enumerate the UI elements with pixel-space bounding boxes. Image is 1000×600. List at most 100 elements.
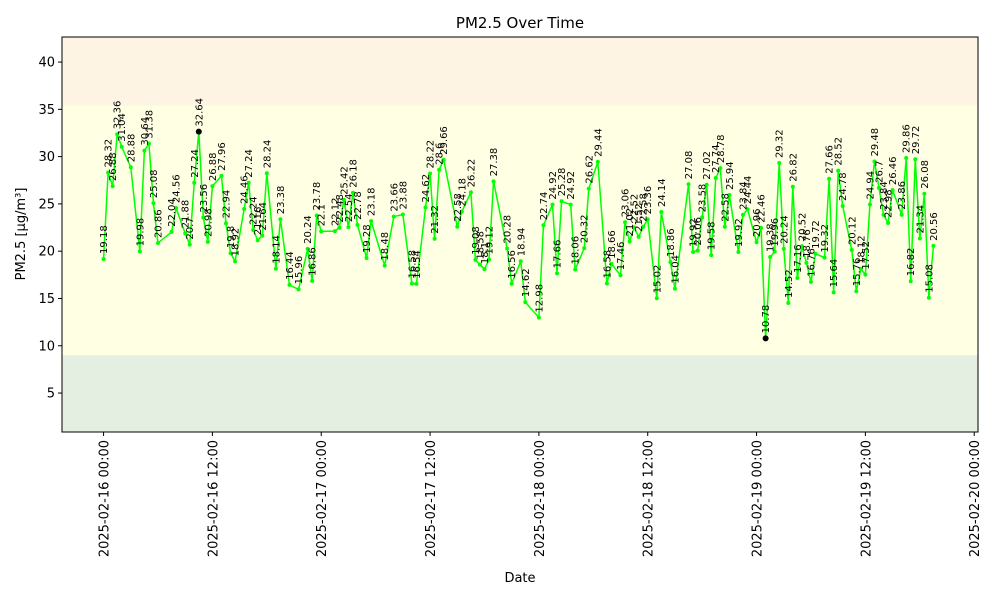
marker	[369, 219, 374, 224]
value-label: 17.66	[553, 240, 564, 269]
value-label: 28.6	[435, 143, 446, 165]
value-label: 31.04	[117, 113, 128, 142]
marker	[264, 171, 269, 176]
value-label: 30.64	[140, 117, 151, 146]
value-label: 20.24	[303, 215, 314, 244]
value-label: 20.32	[580, 215, 591, 244]
marker	[709, 253, 714, 258]
band	[62, 355, 978, 432]
marker	[718, 166, 723, 171]
value-label: 19.96	[770, 218, 781, 247]
marker	[409, 281, 414, 286]
value-label: 28.88	[126, 134, 137, 163]
marker	[768, 255, 773, 260]
value-label: 22.24	[249, 196, 260, 225]
value-label: 32.36	[113, 101, 124, 130]
extreme-marker	[762, 335, 769, 342]
marker	[881, 212, 886, 217]
value-label: 26.18	[348, 159, 359, 188]
plot-area	[62, 37, 978, 432]
value-label: 24.18	[457, 178, 468, 207]
value-label: 16.04	[670, 255, 681, 284]
value-label: 19.92	[734, 218, 745, 247]
value-label: 29.44	[593, 128, 604, 157]
marker	[632, 225, 637, 230]
value-label: 28.22	[426, 140, 437, 169]
value-label: 27.24	[244, 149, 255, 178]
marker	[319, 229, 324, 234]
y-tick-label: 25	[38, 197, 55, 212]
value-label: 21.52	[634, 203, 645, 232]
value-label: 22.12	[330, 198, 341, 227]
value-label: 22.58	[639, 193, 650, 222]
marker	[654, 296, 659, 301]
marker	[668, 259, 673, 264]
value-label: 16.86	[308, 247, 319, 276]
value-label: 15.02	[652, 265, 663, 294]
marker	[713, 175, 718, 180]
value-label: 27.96	[217, 142, 228, 171]
marker	[128, 165, 133, 170]
marker	[745, 207, 750, 212]
marker	[174, 206, 179, 211]
y-tick-label: 10	[38, 339, 55, 354]
value-label: 22.52	[630, 194, 641, 223]
value-label: 23.36	[643, 186, 654, 215]
marker	[242, 207, 247, 212]
marker	[899, 212, 904, 217]
value-label: 26.46	[888, 156, 899, 185]
value-label: 26.88	[208, 152, 219, 181]
value-label: 26.22	[466, 159, 477, 188]
marker	[273, 266, 278, 271]
marker	[518, 259, 523, 264]
marker	[627, 239, 632, 244]
band	[62, 37, 978, 106]
marker	[346, 225, 351, 230]
marker	[414, 281, 419, 286]
value-label: 23.18	[367, 187, 378, 216]
value-label: 16.82	[906, 248, 917, 277]
y-tick-label: 40	[38, 56, 55, 71]
value-label: 29.72	[911, 126, 922, 155]
y-axis-label: PM2.5 [µg/m³]	[14, 188, 29, 281]
value-label: 18.12	[856, 235, 867, 264]
marker	[777, 161, 782, 166]
value-label: 25.28	[557, 168, 568, 197]
marker	[813, 251, 818, 256]
value-label: 19.72	[811, 220, 822, 249]
marker	[858, 266, 863, 271]
marker	[827, 176, 832, 181]
marker	[115, 132, 120, 137]
marker	[686, 182, 691, 187]
value-label: 18.94	[516, 228, 527, 257]
marker	[695, 248, 700, 253]
value-label: 21.02	[625, 208, 636, 237]
value-label: 19.58	[707, 222, 718, 251]
value-label: 26.82	[788, 153, 799, 182]
value-label: 16.76	[806, 248, 817, 277]
value-label: 23.66	[389, 183, 400, 212]
x-tick-label: 2025-02-19 00:00	[751, 440, 766, 557]
value-label: 19.32	[820, 224, 831, 253]
marker	[659, 210, 664, 215]
value-label: 18.66	[607, 230, 618, 259]
value-label: 12.98	[534, 284, 545, 313]
x-tick-label: 2025-02-20 00:00	[968, 440, 983, 557]
marker	[672, 286, 677, 291]
value-label: 22.04	[167, 198, 178, 227]
marker	[246, 180, 251, 185]
marker	[781, 246, 786, 251]
value-label: 24.92	[566, 171, 577, 200]
marker	[804, 260, 809, 265]
extreme-marker	[195, 128, 202, 135]
x-tick-label: 2025-02-19 12:00	[859, 440, 874, 557]
marker	[604, 281, 609, 286]
value-label: 18.58	[475, 231, 486, 260]
value-label: 24.92	[548, 171, 559, 200]
marker	[595, 159, 600, 164]
value-label: 26.7	[874, 161, 885, 183]
marker	[808, 279, 813, 284]
value-label: 23.84	[879, 181, 890, 210]
marker	[201, 215, 206, 220]
